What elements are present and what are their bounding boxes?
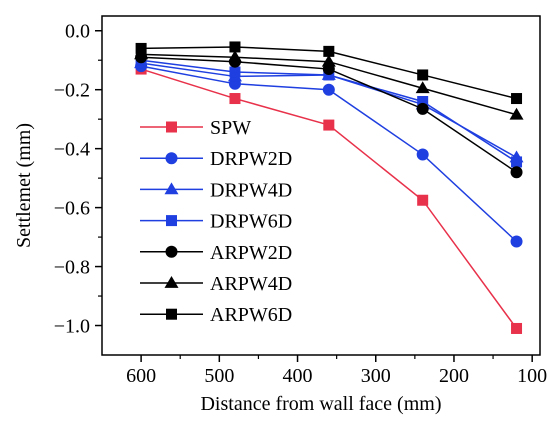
- legend-label: DRPW4D: [210, 179, 292, 201]
- y-tick-label: −1.0: [54, 316, 90, 338]
- data-point: [511, 322, 523, 334]
- data-point: [509, 107, 524, 120]
- y-axis-title: Settlemet (mm): [13, 123, 35, 248]
- data-point: [417, 69, 429, 81]
- x-tick-label: 400: [283, 365, 313, 387]
- legend-item: ARPW6D: [140, 304, 292, 326]
- legend-marker: [165, 152, 178, 165]
- data-point: [229, 66, 241, 78]
- data-point: [416, 102, 429, 115]
- legend-label: ARPW4D: [210, 273, 292, 295]
- legend-marker: [166, 308, 177, 320]
- legend-label: ARPW2D: [210, 242, 292, 264]
- legend-item: DRPW4D: [140, 179, 292, 201]
- data-point: [416, 148, 429, 161]
- y-tick-label: −0.6: [54, 198, 90, 220]
- legend-label: DRPW6D: [210, 211, 292, 233]
- legend-item: ARPW2D: [140, 242, 292, 264]
- data-point: [417, 95, 429, 107]
- legend-item: ARPW4D: [140, 273, 292, 295]
- data-point: [415, 81, 430, 94]
- legend-marker: [166, 215, 177, 227]
- legend: SPW DRPW2D DRPW4D DRPW6D ARPW2D ARPW4D ARPW6D: [140, 117, 292, 326]
- y-tick-label: −0.2: [54, 80, 90, 102]
- legend-item: SPW: [140, 117, 251, 139]
- data-point: [510, 166, 523, 179]
- x-tick-label: 100: [517, 365, 547, 387]
- data-point: [229, 41, 241, 53]
- legend-marker: [165, 245, 178, 258]
- y-tick-label: −0.4: [54, 139, 90, 161]
- series-arpw6d: [135, 41, 523, 105]
- data-point: [510, 235, 523, 248]
- plot-frame: [101, 15, 541, 356]
- data-point: [323, 119, 335, 131]
- data-point: [511, 156, 523, 168]
- x-axis-ticks: 600 500 400 300 200 100: [126, 355, 547, 387]
- x-tick-label: 600: [126, 365, 156, 387]
- data-point: [417, 194, 429, 206]
- legend-marker: [164, 182, 179, 195]
- legend-marker: [166, 121, 177, 133]
- series-spw: [135, 63, 523, 334]
- data-point: [511, 93, 523, 105]
- series-line: [140, 68, 518, 329]
- x-tick-label: 200: [439, 365, 469, 387]
- x-axis-title: Distance from wall face (mm): [200, 393, 441, 415]
- data-point: [229, 93, 241, 105]
- series-layer: [134, 41, 524, 334]
- legend-marker: [164, 276, 179, 288]
- data-point: [323, 45, 335, 57]
- data-point: [135, 42, 147, 54]
- y-tick-label: 0.0: [65, 21, 90, 43]
- legend-label: DRPW2D: [210, 148, 292, 170]
- x-tick-label: 300: [361, 365, 391, 387]
- data-point: [227, 50, 242, 63]
- legend-item: DRPW6D: [140, 211, 292, 233]
- data-point: [322, 83, 335, 96]
- series-arpw4d: [134, 47, 524, 120]
- series-drpw2d: [135, 60, 523, 248]
- legend-label: ARPW6D: [210, 304, 292, 326]
- plot-area: [101, 15, 541, 356]
- y-tick-label: −0.8: [54, 257, 90, 279]
- y-axis-ticks: 0.0 −0.2 −0.4 −0.6 −0.8 −1.0: [54, 21, 102, 338]
- x-tick-label: 500: [204, 365, 234, 387]
- data-point: [321, 54, 336, 67]
- legend-label: SPW: [210, 117, 251, 139]
- legend-item: DRPW2D: [140, 148, 292, 170]
